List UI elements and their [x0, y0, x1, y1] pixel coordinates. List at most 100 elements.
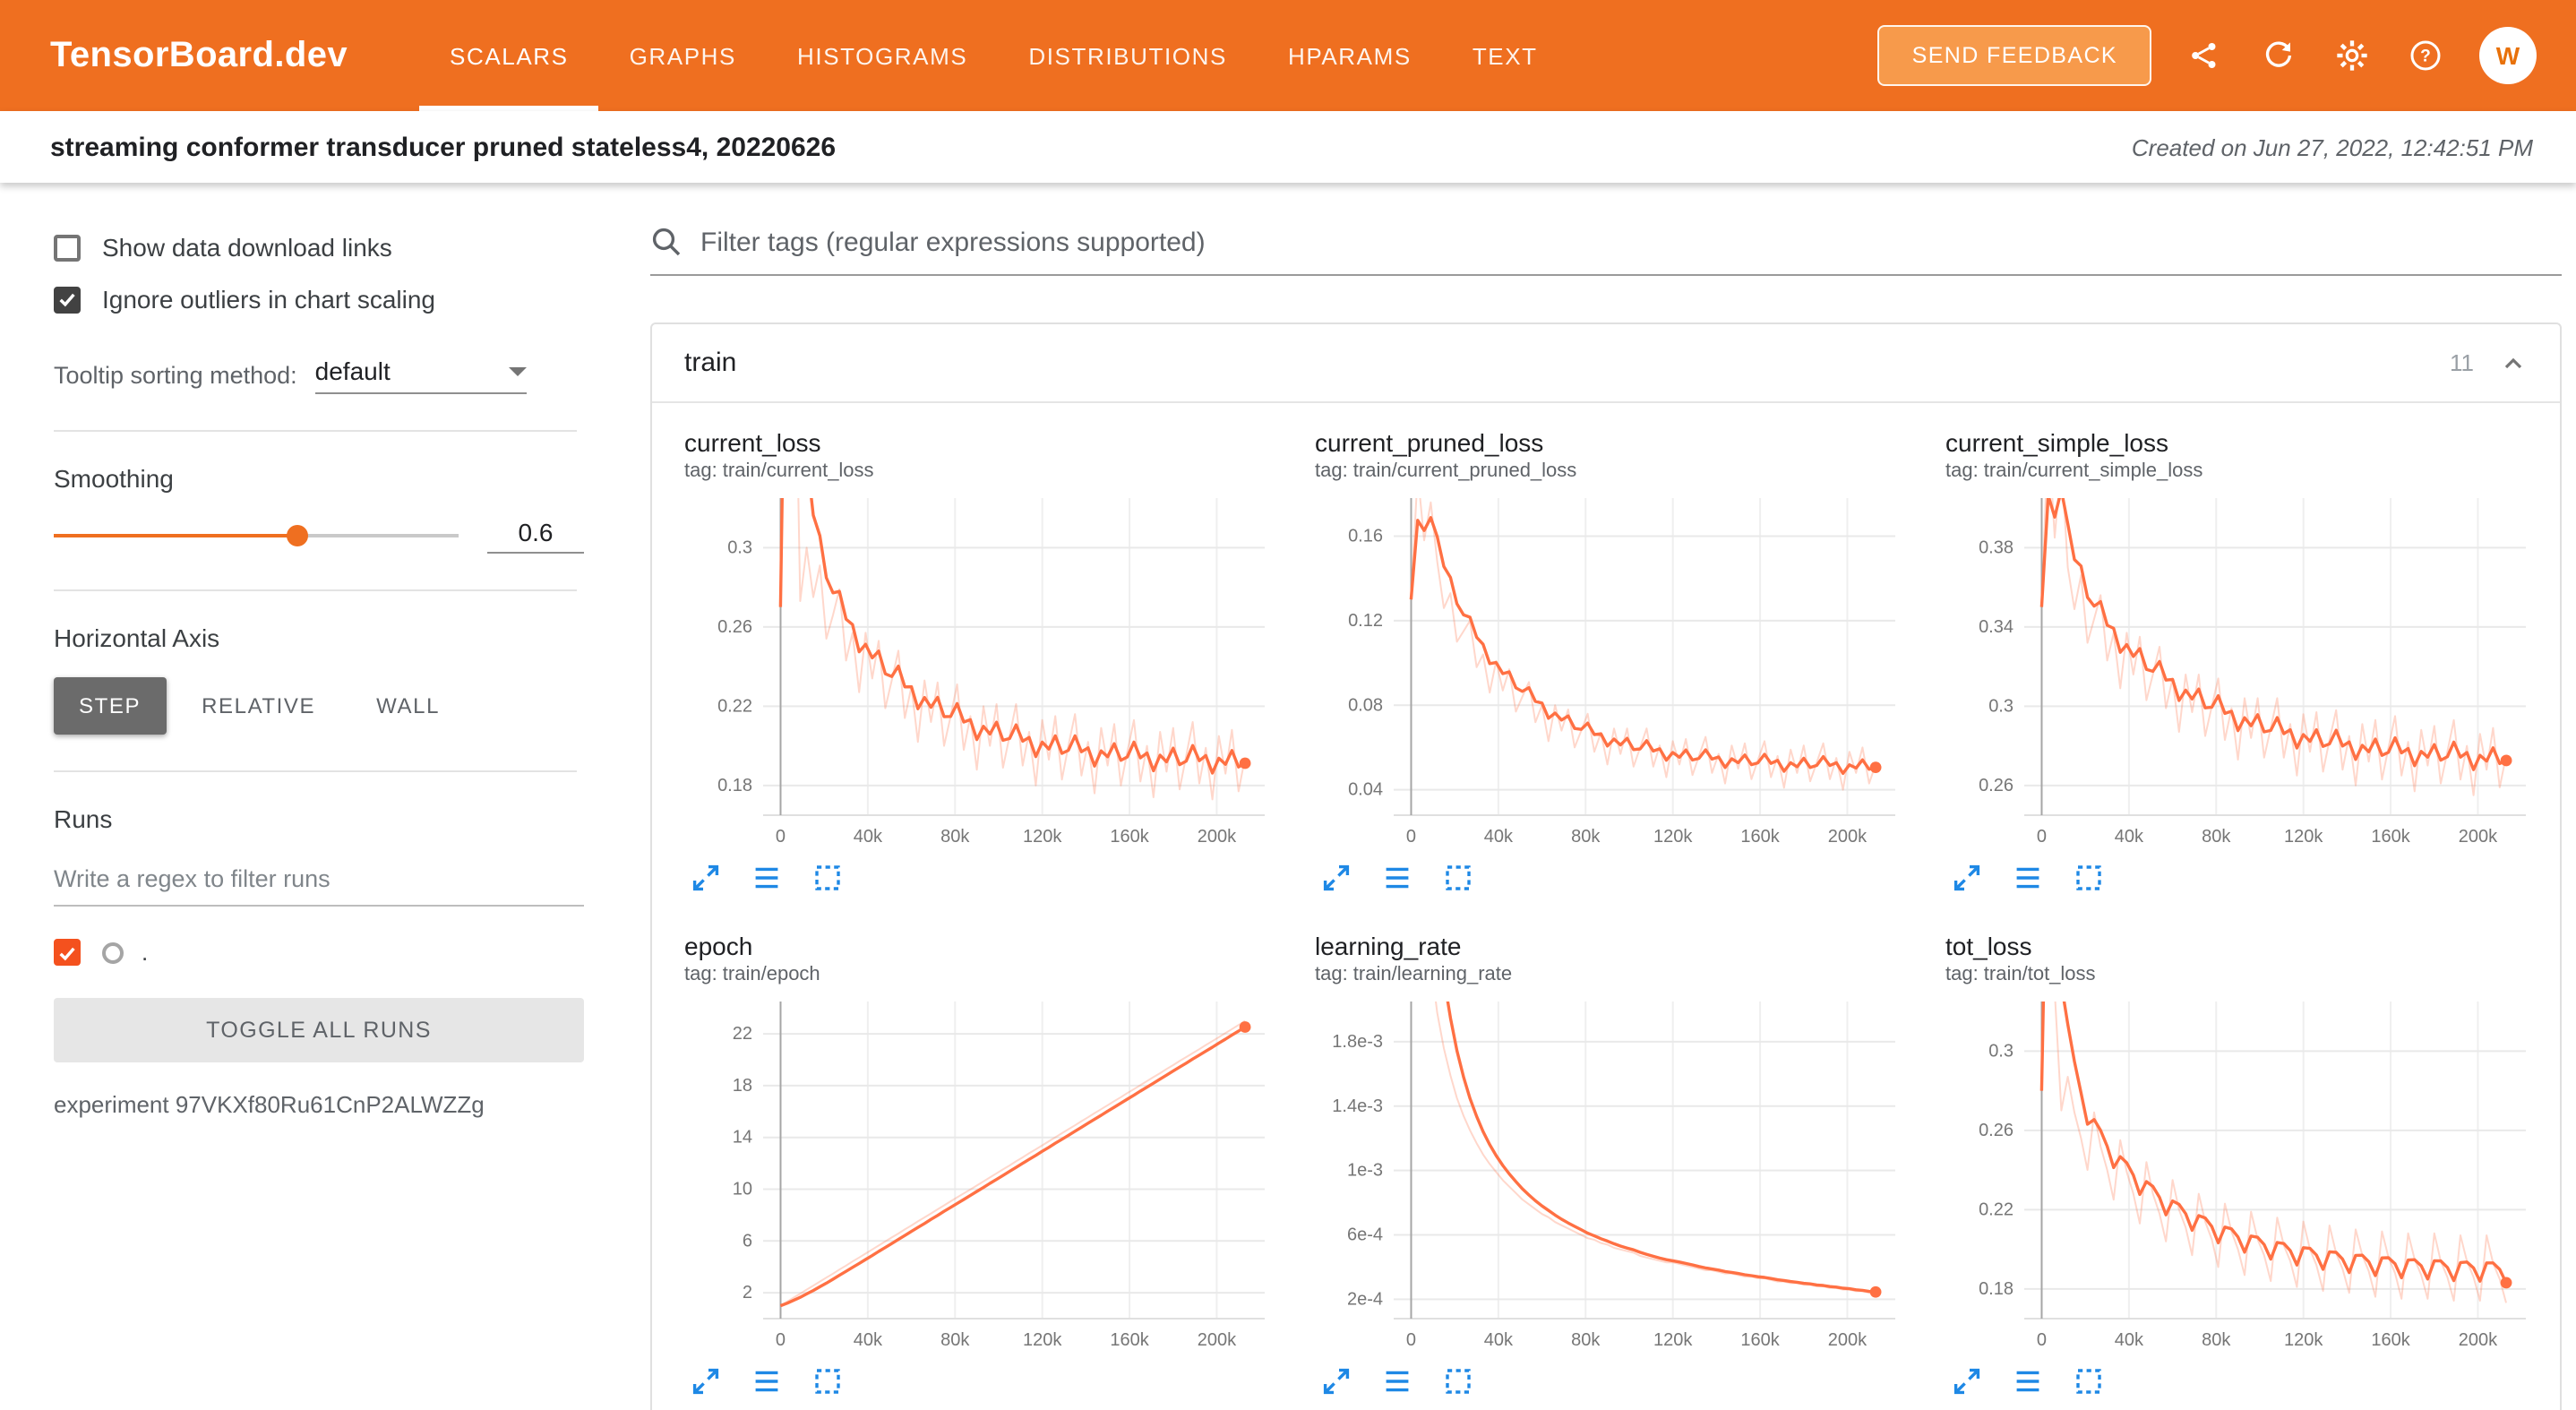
svg-text:0: 0: [1406, 827, 1416, 847]
chart-tag: tag: train/tot_loss: [1945, 964, 2096, 985]
data-table-icon[interactable]: [749, 860, 785, 896]
svg-text:160k: 160k: [2371, 1330, 2410, 1350]
search-icon: [652, 228, 681, 256]
chart-plot-learning_rate[interactable]: 0 40k 80k 120k 160k 200k 2e-4 6e-4 1e-3 1.4e-3 1.8…: [1315, 991, 1910, 1358]
tooltip-sorting-select[interactable]: default: [314, 357, 527, 394]
data-table-icon[interactable]: [749, 1363, 785, 1399]
data-table-icon[interactable]: [1379, 1363, 1415, 1399]
tag-filter-input[interactable]: [700, 227, 2562, 257]
show-download-links-checkbox[interactable]: Show data download links: [54, 233, 584, 262]
main-nav: SCALARS GRAPHS HISTOGRAMS DISTRIBUTIONS …: [419, 0, 1568, 111]
help-icon[interactable]: ?: [2406, 36, 2445, 75]
run-row: .: [54, 939, 584, 966]
open-in-full-icon[interactable]: [688, 1363, 724, 1399]
svg-text:0.3: 0.3: [1988, 696, 2014, 716]
refresh-icon[interactable]: [2259, 36, 2298, 75]
svg-text:80k: 80k: [1571, 1330, 1601, 1350]
send-feedback-button[interactable]: SEND FEEDBACK: [1877, 25, 2151, 86]
divider: [54, 430, 577, 432]
svg-text:0: 0: [1406, 1330, 1416, 1350]
chart-title: learning_rate: [1315, 932, 1462, 960]
chart-card-tot_loss: tot_loss tag: train/tot_loss 0 40k 80k 120k 16…: [1928, 932, 2558, 1399]
avatar[interactable]: W: [2479, 27, 2537, 84]
smoothing-value[interactable]: 0.6: [487, 518, 584, 554]
svg-text:0.26: 0.26: [1979, 776, 2014, 795]
svg-text:0.12: 0.12: [1348, 611, 1383, 631]
axis-relative-button[interactable]: RELATIVE: [176, 677, 340, 735]
fit-domain-icon[interactable]: [2071, 860, 2107, 896]
slider-thumb[interactable]: [286, 525, 308, 546]
chart-toolbar: [1315, 1363, 1910, 1399]
run-checkbox[interactable]: [54, 939, 81, 966]
tab-text[interactable]: TEXT: [1472, 42, 1538, 69]
smoothing-slider[interactable]: [54, 521, 459, 550]
chart-plot-current_simple_loss[interactable]: 0 40k 80k 120k 160k 200k 0.26 0.3 0.34 0.38: [1945, 487, 2540, 855]
ignore-outliers-checkbox[interactable]: Ignore outliers in chart scaling: [54, 285, 584, 314]
horizontal-axis-buttons: STEP RELATIVE WALL: [54, 677, 584, 735]
chart-plot-current_loss[interactable]: 0 40k 80k 120k 160k 200k 0.18 0.22 0.26 0.3: [684, 487, 1279, 855]
svg-text:2: 2: [743, 1283, 752, 1303]
fit-domain-icon[interactable]: [1440, 1363, 1476, 1399]
fit-domain-icon[interactable]: [810, 860, 846, 896]
fit-domain-icon[interactable]: [2071, 1363, 2107, 1399]
chevron-up-icon[interactable]: [2499, 348, 2528, 377]
svg-text:6: 6: [743, 1231, 752, 1251]
tag-group-count: 11: [2450, 349, 2474, 376]
tag-filter-row: [650, 226, 2562, 276]
svg-text:40k: 40k: [854, 827, 883, 847]
svg-text:200k: 200k: [1828, 1330, 1868, 1350]
svg-text:0.38: 0.38: [1979, 537, 2014, 557]
chart-plot-current_pruned_loss[interactable]: 0 40k 80k 120k 160k 200k 0.04 0.08 0.12 0.16: [1315, 487, 1910, 855]
tab-histograms[interactable]: HISTOGRAMS: [797, 42, 968, 69]
svg-text:80k: 80k: [940, 1330, 970, 1350]
svg-text:0.3: 0.3: [1988, 1041, 2014, 1061]
page-title: streaming conformer transducer pruned st…: [50, 132, 837, 162]
horizontal-axis-label: Horizontal Axis: [54, 623, 220, 652]
tab-distributions[interactable]: DISTRIBUTIONS: [1028, 42, 1227, 69]
open-in-full-icon[interactable]: [688, 860, 724, 896]
fit-domain-icon[interactable]: [810, 1363, 846, 1399]
brand-logo[interactable]: TensorBoard.dev: [50, 35, 348, 74]
experiment-header: streaming conformer transducer pruned st…: [0, 111, 2576, 183]
svg-text:?: ?: [2420, 47, 2431, 66]
open-in-full-icon[interactable]: [1318, 860, 1354, 896]
open-in-full-icon[interactable]: [1949, 860, 1985, 896]
fit-domain-icon[interactable]: [1440, 860, 1476, 896]
svg-text:160k: 160k: [1110, 827, 1149, 847]
divider: [54, 589, 577, 591]
chart-card-current_loss: current_loss tag: train/current_loss 0 40k 8…: [666, 428, 1297, 896]
tab-graphs[interactable]: GRAPHS: [629, 42, 736, 69]
tab-scalars[interactable]: SCALARS: [419, 0, 599, 111]
svg-text:0.22: 0.22: [1979, 1199, 2014, 1219]
data-table-icon[interactable]: [2010, 860, 2046, 896]
settings-icon[interactable]: [2332, 36, 2372, 75]
open-in-full-icon[interactable]: [1318, 1363, 1354, 1399]
tag-group-header[interactable]: train 11: [652, 324, 2560, 403]
share-icon[interactable]: [2185, 36, 2225, 75]
chart-tag: tag: train/current_pruned_loss: [1315, 460, 1577, 482]
open-in-full-icon[interactable]: [1949, 1363, 1985, 1399]
tooltip-sorting-value: default: [314, 357, 391, 385]
tooltip-sorting-label: Tooltip sorting method:: [54, 362, 297, 389]
content-area: Show data download links Ignore outliers…: [0, 183, 2576, 1410]
toggle-all-runs-button[interactable]: TOGGLE ALL RUNS: [54, 998, 584, 1062]
svg-text:18: 18: [733, 1076, 752, 1096]
svg-text:40k: 40k: [2115, 1330, 2144, 1350]
data-table-icon[interactable]: [2010, 1363, 2046, 1399]
svg-text:2e-4: 2e-4: [1347, 1289, 1383, 1309]
axis-wall-button[interactable]: WALL: [351, 677, 465, 735]
data-table-icon[interactable]: [1379, 860, 1415, 896]
chart-card-learning_rate: learning_rate tag: train/learning_rate 0 40…: [1297, 932, 1928, 1399]
chart-plot-epoch[interactable]: 0 40k 80k 120k 160k 200k 2 6 10 14 18 22: [684, 991, 1279, 1358]
svg-text:80k: 80k: [940, 827, 970, 847]
runs-filter-input[interactable]: [54, 858, 584, 907]
tab-hparams[interactable]: HPARAMS: [1287, 42, 1412, 69]
svg-text:0.34: 0.34: [1979, 617, 2014, 637]
svg-text:120k: 120k: [2284, 827, 2323, 847]
svg-text:160k: 160k: [1740, 1330, 1780, 1350]
chart-toolbar: [1945, 860, 2540, 896]
chart-plot-tot_loss[interactable]: 0 40k 80k 120k 160k 200k 0.18 0.22 0.26 0.3: [1945, 991, 2540, 1358]
chart-card-current_simple_loss: current_simple_loss tag: train/current_si…: [1928, 428, 2558, 896]
axis-step-button[interactable]: STEP: [54, 677, 167, 735]
